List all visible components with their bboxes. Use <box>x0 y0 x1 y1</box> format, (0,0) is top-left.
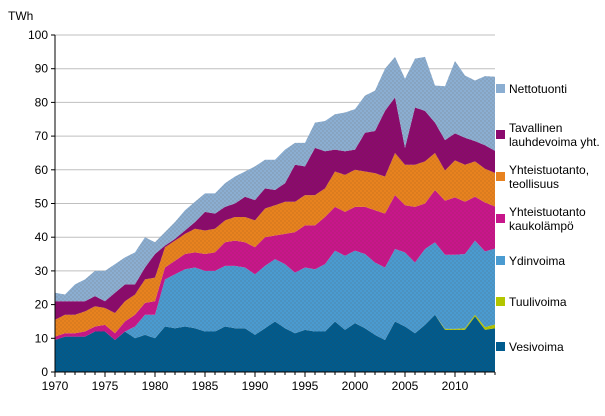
legend-label: Yhteistuotanto, teollisuus <box>509 163 589 191</box>
axes <box>51 34 496 377</box>
x-tick-label: 2010 <box>442 379 469 393</box>
legend-item: Nettotuonti <box>496 82 567 96</box>
x-tick-label: 1980 <box>142 379 169 393</box>
y-tick-label: 90 <box>35 62 49 76</box>
x-tick-label: 1990 <box>242 379 269 393</box>
legend-swatch <box>496 84 505 93</box>
y-tick-label: 20 <box>35 298 49 312</box>
series-area-3-texture <box>55 190 495 340</box>
legend-swatch <box>496 342 505 351</box>
legend-swatch <box>496 172 505 181</box>
x-tick-label: 1970 <box>42 379 69 393</box>
legend-label: Nettotuonti <box>509 82 567 96</box>
series-area-0-texture <box>55 314 495 372</box>
legend-item: Yhteistuotanto, teollisuus <box>496 163 589 191</box>
x-tick-label: 1995 <box>292 379 319 393</box>
legend-swatch <box>496 214 505 223</box>
y-tick-label: 100 <box>28 28 48 42</box>
series-area-6-texture <box>55 56 495 302</box>
legend-item: Vesivoima <box>496 340 564 354</box>
y-axis-unit-label: TWh <box>8 9 33 23</box>
y-tick-label: 70 <box>35 129 49 143</box>
y-tick-label: 30 <box>35 264 49 278</box>
y-tick-label: 50 <box>35 197 49 211</box>
legend-item: Ydinvoima <box>496 254 565 268</box>
legend-label: Ydinvoima <box>509 254 565 268</box>
legend-label: Tuulivoima <box>509 295 567 309</box>
legend-swatch <box>496 130 505 139</box>
y-tick-labels: 0 10 20 30 40 50 60 70 80 90 100 <box>28 28 48 379</box>
series-area-5-texture <box>55 97 495 320</box>
legend-label: Yhteistuotanto kaukolämpö <box>509 205 586 233</box>
x-tick-label: 2005 <box>392 379 419 393</box>
y-tick-label: 40 <box>35 230 49 244</box>
legend-item: Yhteistuotanto kaukolämpö <box>496 205 586 233</box>
legend-label: Vesivoima <box>509 340 564 354</box>
legend-item: Tavallinen lauhdevoima yht. <box>496 121 600 149</box>
x-tick-label: 2000 <box>342 379 369 393</box>
series-area-4-texture <box>55 152 495 337</box>
y-tick-label: 10 <box>35 331 49 345</box>
x-tick-labels: 1970 1975 1980 1985 1990 1995 2000 2005 2010 <box>42 379 469 393</box>
legend: Nettotuonti Tavallinen lauhdevoima yht. Yht… <box>496 82 600 354</box>
y-tick-label: 0 <box>41 365 48 379</box>
y-tick-label: 80 <box>35 95 49 109</box>
legend-swatch <box>496 297 505 306</box>
x-tick-label: 1975 <box>92 379 119 393</box>
x-tick-label: 1985 <box>192 379 219 393</box>
legend-swatch <box>496 256 505 265</box>
legend-label: Tavallinen lauhdevoima yht. <box>509 121 600 149</box>
legend-item: Tuulivoima <box>496 295 567 309</box>
stacked-areas <box>55 56 495 372</box>
y-tick-label: 60 <box>35 163 49 177</box>
series-area-2-texture <box>55 240 495 340</box>
